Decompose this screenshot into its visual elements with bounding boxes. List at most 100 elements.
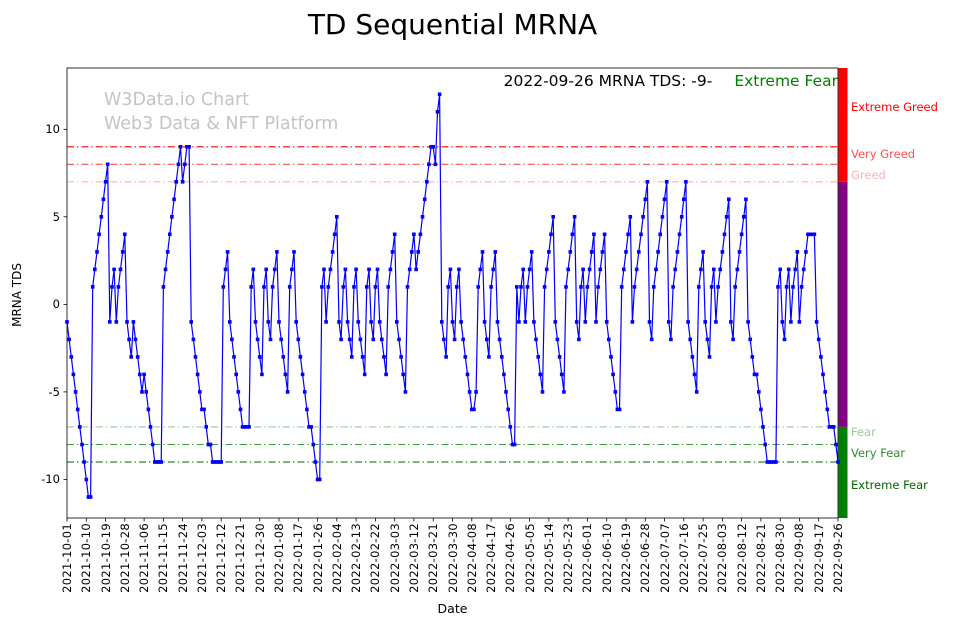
data-point-marker: [159, 460, 163, 464]
data-point-marker: [617, 407, 622, 412]
data-point-marker: [604, 320, 609, 324]
data-point-marker: [506, 407, 510, 412]
data-point-marker: [827, 425, 832, 429]
x-tick-label: 2022-08-21: [753, 523, 768, 593]
data-point-marker: [80, 442, 84, 447]
x-tick-label: 2021-11-06: [137, 523, 152, 593]
data-point-marker: [472, 407, 476, 412]
x-tick-label: 2022-04-26: [503, 523, 518, 593]
data-point-marker: [613, 390, 618, 394]
data-point-marker: [416, 250, 420, 254]
data-point-marker: [654, 267, 658, 272]
data-point-marker: [180, 180, 185, 184]
data-point-marker: [834, 442, 838, 447]
data-point-marker: [118, 267, 123, 272]
data-point-marker: [86, 495, 91, 499]
data-point-marker: [459, 320, 463, 324]
x-tick-label: 2022-08-03: [715, 523, 730, 593]
data-point-marker: [778, 267, 782, 272]
data-point-marker: [437, 92, 442, 97]
data-point-marker: [559, 372, 564, 377]
data-point-marker: [335, 215, 339, 219]
data-point-marker: [542, 285, 547, 289]
y-axis-label: MRNA TDS: [10, 263, 24, 327]
data-point-marker: [287, 285, 292, 289]
data-point-marker: [198, 390, 202, 394]
data-point-marker: [93, 267, 97, 272]
data-point-marker: [243, 425, 247, 429]
data-point-marker: [763, 442, 767, 447]
chart-title: TD Sequential MRNA: [307, 8, 598, 41]
data-point-marker: [718, 267, 722, 272]
data-point-marker: [574, 320, 579, 324]
data-point-marker: [716, 285, 720, 289]
data-point-marker: [341, 285, 346, 289]
x-tick-label: 2022-03-03: [387, 523, 402, 593]
data-point-marker: [163, 267, 168, 272]
x-tick-label: 2022-01-26: [310, 523, 325, 593]
data-point-marker: [523, 320, 528, 324]
data-point-marker: [75, 407, 80, 412]
data-point-marker: [223, 267, 228, 272]
x-tick-label: 2022-03-12: [406, 523, 421, 593]
data-point-marker: [435, 110, 440, 114]
x-axis-label: Date: [437, 601, 468, 616]
data-point-marker: [153, 460, 157, 464]
data-point-marker: [821, 372, 825, 377]
data-point-marker: [669, 337, 673, 342]
data-point-marker: [195, 372, 200, 377]
data-point-marker: [752, 372, 757, 377]
x-tick-label: 2022-06-19: [618, 523, 633, 593]
data-point-marker: [369, 320, 373, 324]
x-tick-label: 2021-12-30: [252, 523, 267, 593]
data-point-marker: [88, 495, 93, 499]
data-point-marker: [831, 425, 836, 429]
x-tick-label: 2022-04-17: [484, 523, 499, 593]
data-point-marker: [615, 407, 620, 412]
data-point-marker: [570, 232, 575, 237]
data-point-marker: [294, 320, 298, 324]
data-point-marker: [611, 372, 615, 377]
data-point-marker: [407, 267, 412, 272]
data-point-marker: [148, 425, 153, 429]
data-point-marker: [206, 442, 211, 447]
data-point-marker: [382, 355, 386, 359]
data-point-marker: [602, 232, 607, 237]
data-point-marker: [692, 372, 697, 377]
data-point-marker: [343, 267, 348, 272]
x-tick-label: 2021-12-03: [194, 523, 209, 593]
data-point-marker: [103, 180, 108, 184]
data-point-marker: [639, 232, 643, 237]
data-point-marker: [358, 337, 363, 342]
data-point-marker: [485, 337, 489, 342]
data-point-marker: [626, 232, 630, 237]
data-point-marker: [508, 425, 513, 429]
data-point-marker: [714, 320, 718, 324]
data-point-marker: [836, 460, 840, 464]
data-point-marker: [326, 285, 331, 289]
data-point-marker: [746, 320, 750, 324]
data-point-marker: [512, 442, 517, 447]
data-point-marker: [491, 267, 495, 272]
data-point-marker: [452, 337, 457, 342]
data-point-marker: [388, 267, 393, 272]
data-point-marker: [213, 460, 217, 464]
data-point-marker: [403, 390, 408, 394]
data-point-marker: [527, 267, 532, 272]
data-point-marker: [568, 250, 573, 254]
data-point-marker: [228, 320, 232, 324]
data-point-marker: [255, 337, 260, 342]
data-point-marker: [814, 320, 819, 324]
data-point-marker: [200, 407, 204, 412]
data-point-marker: [686, 320, 690, 324]
data-point-marker: [823, 390, 827, 394]
data-point-marker: [780, 320, 785, 324]
data-point-marker: [350, 355, 354, 359]
data-point-marker: [682, 197, 686, 202]
data-point-marker: [609, 355, 613, 359]
data-point-marker: [534, 337, 538, 342]
data-point-marker: [589, 250, 594, 254]
data-point-marker: [519, 285, 523, 289]
x-tick-label: 2022-01-08: [272, 523, 287, 593]
data-point-marker: [238, 407, 243, 412]
